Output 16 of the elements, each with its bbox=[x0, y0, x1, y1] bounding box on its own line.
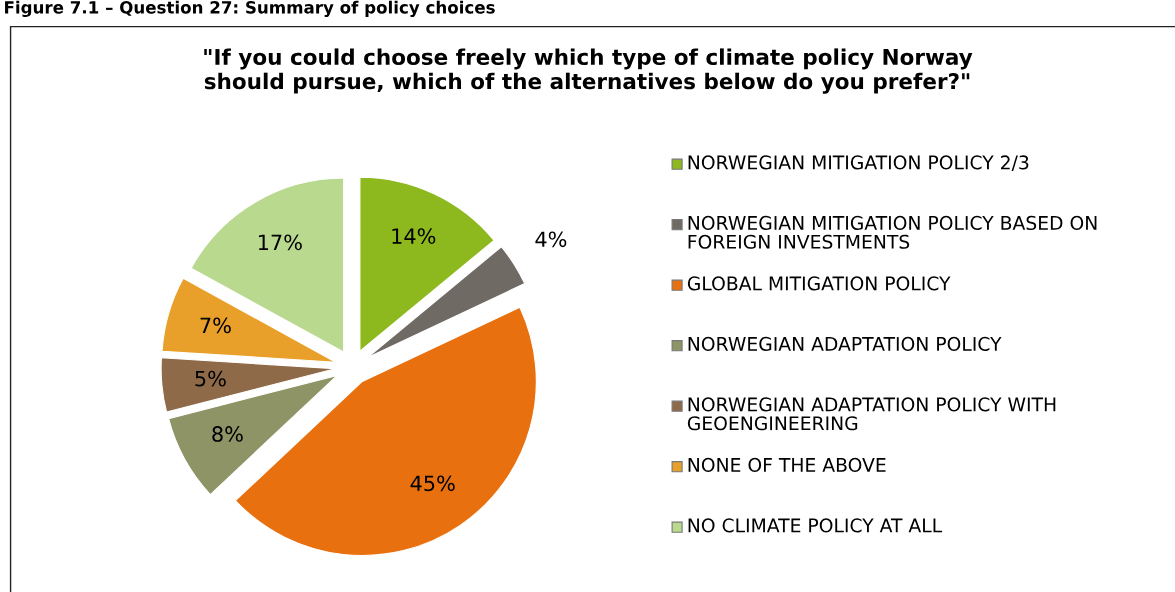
legend-label: NORWEGIAN ADAPTATION POLICY WITH GEOENGINEERING bbox=[687, 397, 1056, 431]
data-label: 7% bbox=[200, 317, 231, 334]
data-label: 17% bbox=[258, 234, 302, 251]
legend-label: GLOBAL MITIGATION POLICY bbox=[687, 276, 951, 291]
caption: Figure 7.1 – Question 27: Summary of policy choices bbox=[5, 0, 495, 18]
data-label: 8% bbox=[212, 426, 243, 442]
legend-label: NO CLIMATE POLICY AT ALL bbox=[688, 518, 943, 533]
legend-label: NORWEGIAN ADAPTATION POLICY bbox=[688, 336, 1002, 352]
data-label: 4% bbox=[535, 231, 567, 248]
data-label: 14% bbox=[392, 228, 436, 244]
legend-label: NORWEGIAN MITIGATION POLICY BASED ON FOREIGN INVESTMENTS bbox=[688, 215, 1097, 249]
data-label: 45% bbox=[410, 475, 455, 492]
legend-label: NORWEGIAN MITIGATION POLICY 2/3 bbox=[688, 155, 1029, 171]
chart-title: "If you could choose freely which type of climate policy Norway should pursue, which of the alternatives below do you prefer?" bbox=[204, 48, 973, 94]
data-label: 5% bbox=[195, 370, 226, 387]
legend-label: NONE OF THE ABOVE bbox=[688, 457, 886, 473]
